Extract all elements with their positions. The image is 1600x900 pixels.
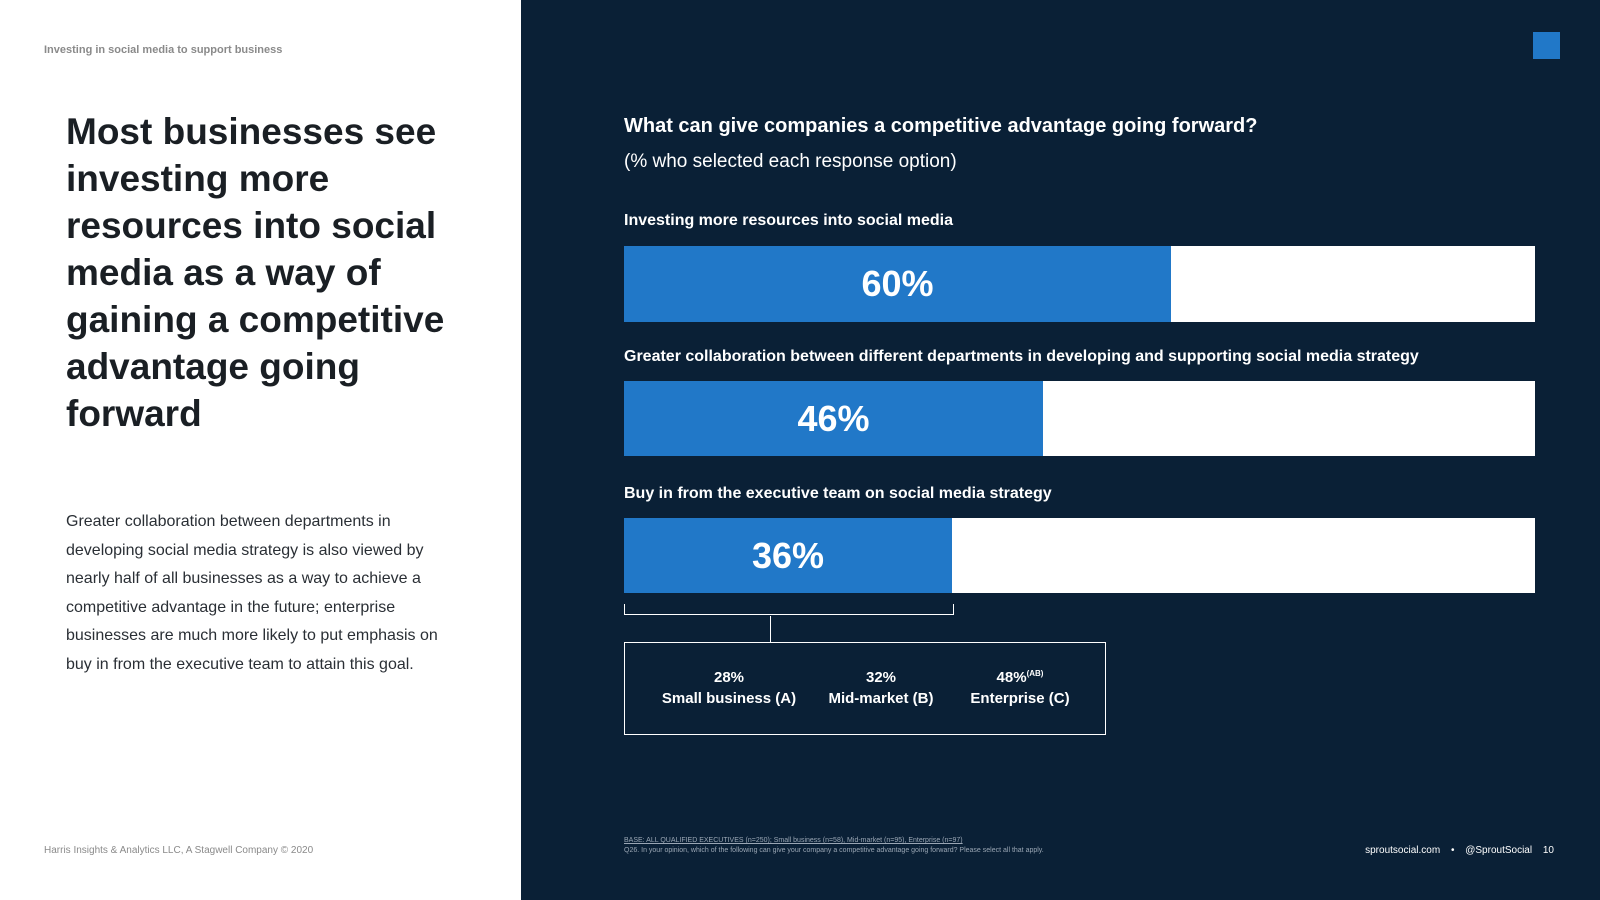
chart-title: What can give companies a competitive ad… xyxy=(624,115,1258,137)
segment-value: 32% xyxy=(865,669,897,686)
footer-site: sproutsocial.com xyxy=(1365,845,1441,856)
left-panel: Investing in social media to support bus… xyxy=(0,0,521,900)
bar xyxy=(624,518,952,593)
bar-label: Buy in from the executive team on social… xyxy=(624,485,1052,502)
page-headline: Most businesses see investing more resou… xyxy=(66,111,445,434)
brand-square xyxy=(1533,32,1560,59)
body-paragraph: Greater collaboration between department… xyxy=(66,513,438,673)
chart-subtitle: (% who selected each response option) xyxy=(624,151,957,172)
bar-label: Greater collaboration between different … xyxy=(624,348,1419,365)
segment-item: 28% Small business (A) xyxy=(649,669,809,707)
footnote-base: BASE: ALL QUALIFIED EXECUTIVES (n=250); … xyxy=(624,837,963,844)
footer-separator: • xyxy=(1450,845,1455,856)
bar-label: Investing more resources into social med… xyxy=(624,212,953,229)
footnote-question: Q26. In your opinion, which of the follo… xyxy=(624,847,1044,854)
segment-item: 48%(AB) Enterprise (C) xyxy=(940,669,1100,707)
breakdown-bracket xyxy=(624,604,954,615)
footer-handle: @SproutSocial xyxy=(1465,845,1533,856)
page-number: 10 xyxy=(1542,845,1554,856)
bar-track: 60% xyxy=(624,246,1535,322)
segment-name: Mid-market (B) xyxy=(828,690,934,707)
segment-item: 32% Mid-market (B) xyxy=(801,669,961,707)
bar-value-label: 60% xyxy=(861,263,934,304)
bar-value-label: 36% xyxy=(751,534,825,576)
bar-track: 36% xyxy=(624,518,1535,593)
bar-track: 46% xyxy=(624,381,1535,456)
segment-value: 28% xyxy=(713,669,745,686)
copyright-text: Harris Insights & Analytics LLC, A Stagw… xyxy=(44,845,314,856)
bar xyxy=(624,381,1043,456)
breakdown-connector xyxy=(770,616,771,642)
bar xyxy=(624,246,1171,322)
segment-name: Small business (A) xyxy=(661,690,797,707)
significance-marker: (AB) xyxy=(1026,669,1044,678)
bar-value-label: 46% xyxy=(797,397,870,439)
segment-value: 48%(AB) xyxy=(996,669,1044,686)
segment-breakdown-box: 28% Small business (A) 32% Mid-market (B) 48… xyxy=(624,642,1106,735)
segment-name: Enterprise (C) xyxy=(970,690,1070,707)
footer-right: sproutsocial.com • @SproutSocial 10 xyxy=(1357,845,1554,856)
section-kicker: Investing in social media to support bus… xyxy=(44,44,283,56)
